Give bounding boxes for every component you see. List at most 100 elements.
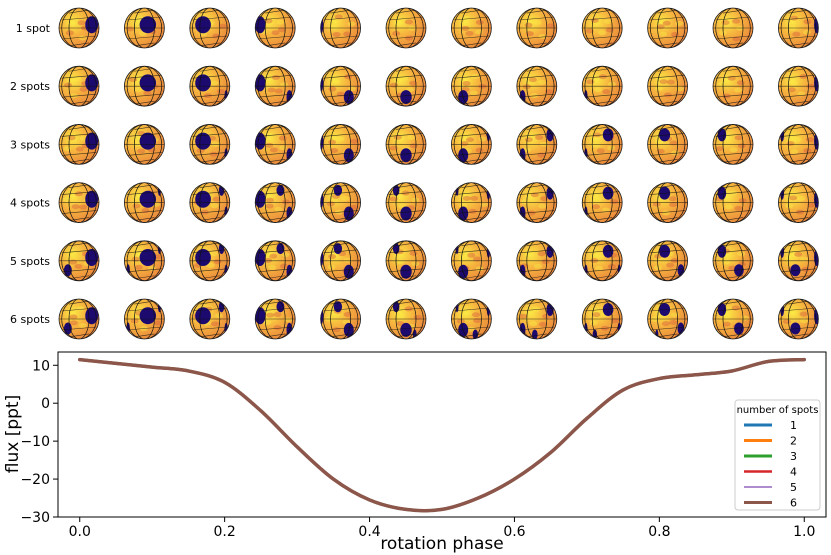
row-label: 5 spots [10, 255, 50, 268]
starspot [546, 186, 554, 200]
star-disc [450, 7, 492, 49]
flux-curves [77, 357, 807, 513]
starspot [617, 322, 621, 335]
starspot [400, 322, 412, 337]
legend-box [734, 399, 821, 511]
disc-limb [778, 7, 819, 49]
starspot [734, 264, 744, 277]
stellar-surface-grid: 1 spot 2 spots 3 spots 4 spots 5 spots 6 spot… [10, 7, 819, 340]
legend-label-2: 2 [790, 435, 797, 448]
disc-limb [385, 298, 427, 340]
disc-limb [189, 182, 231, 224]
starspot [276, 184, 285, 196]
star-disc [254, 123, 296, 165]
x-axis-label: rotation phase [380, 534, 503, 554]
disc-limb [450, 7, 492, 49]
disc-limb [254, 123, 296, 165]
star-disc [647, 240, 688, 282]
disc-limb [647, 240, 688, 282]
y-tick-label: 10 [32, 358, 50, 374]
disc-limb [581, 7, 623, 49]
star-disc [58, 240, 100, 282]
star-disc [778, 182, 819, 224]
disc-limb [189, 7, 231, 49]
legend-label-4: 4 [790, 466, 797, 479]
star-disc [581, 123, 623, 165]
starspot [814, 190, 819, 208]
starspot [734, 322, 744, 335]
star-disc [189, 65, 231, 107]
star-disc [189, 240, 231, 282]
legend-label-6: 6 [790, 497, 797, 510]
starspot [63, 264, 72, 277]
disc-limb [647, 7, 688, 49]
disc-limb [320, 240, 362, 282]
disc-limb [581, 240, 623, 282]
starspot [677, 264, 685, 277]
star-disc [189, 298, 231, 340]
starspot [195, 132, 211, 150]
disc-limb [712, 298, 754, 340]
legend-label-1: 1 [790, 419, 797, 432]
star-disc [320, 65, 362, 107]
y-tick-label: 0 [41, 396, 50, 412]
star-disc [516, 182, 558, 224]
disc-limb [647, 298, 688, 340]
star-disc [320, 240, 362, 282]
disc-limb [123, 182, 165, 224]
starspot [195, 74, 211, 92]
star-disc [516, 123, 558, 165]
disc-limb [581, 298, 623, 340]
disc-limb [254, 240, 296, 282]
disc-limb [189, 123, 231, 165]
star-disc [450, 65, 492, 107]
disc-limb [123, 240, 165, 282]
star-disc [385, 182, 427, 224]
x-tick-label: 0.6 [503, 524, 525, 540]
disc-limb [516, 123, 558, 165]
disc-limb [385, 65, 427, 107]
starspot [139, 248, 157, 266]
disc-limb [581, 182, 623, 224]
starspot [617, 264, 621, 277]
disc-limb [450, 123, 492, 165]
starspot [546, 244, 554, 258]
disc-limb [58, 123, 100, 165]
disc-limb [189, 65, 231, 107]
starspot [195, 248, 211, 266]
star-disc [385, 7, 427, 49]
star-disc [450, 182, 492, 224]
starspot [255, 132, 266, 150]
disc-limb [516, 240, 558, 282]
y-axis-label: flux [ppt] [3, 395, 23, 473]
disc-limb [385, 123, 427, 165]
star-disc [712, 65, 754, 107]
disc-limb [581, 65, 623, 107]
disc-limb [581, 123, 623, 165]
star-disc [647, 298, 688, 340]
star-disc [385, 298, 427, 340]
star-disc [254, 240, 296, 282]
starspot [195, 16, 211, 34]
disc-limb [320, 123, 362, 165]
starspot [546, 128, 554, 142]
star-disc [712, 240, 754, 282]
star-disc [516, 65, 558, 107]
legend-label-3: 3 [790, 450, 797, 463]
y-tick-label: −20 [20, 472, 50, 488]
starspot [814, 248, 819, 266]
star-disc [516, 240, 558, 282]
starspot [814, 74, 819, 92]
disc-limb [385, 240, 427, 282]
star-disc [254, 182, 296, 224]
star-disc [581, 7, 623, 49]
starspot [814, 307, 819, 325]
disc-limb [58, 7, 100, 49]
disc-limb [712, 65, 754, 107]
star-disc [320, 7, 362, 49]
star-disc [58, 7, 100, 49]
disc-limb [58, 298, 100, 340]
disc-limb [778, 298, 819, 340]
star-disc [516, 7, 558, 49]
